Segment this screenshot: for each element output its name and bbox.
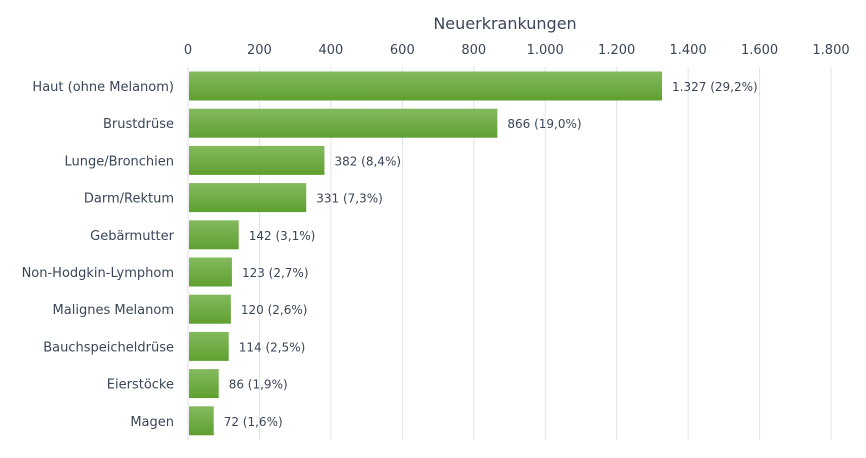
data-label: 86 (1,9%) [229, 378, 288, 392]
category-label: Gebärmutter [90, 229, 175, 244]
category-label: Brustdrüse [103, 117, 174, 132]
category-label: Eierstöcke [107, 378, 174, 393]
data-label: 866 (19,0%) [507, 117, 581, 131]
data-label: 331 (7,3%) [316, 192, 383, 206]
bar [189, 331, 229, 361]
x-tick-label: 0 [184, 43, 192, 58]
data-label: 1.327 (29,2%) [672, 80, 758, 94]
bar [189, 183, 307, 213]
x-tick-label: 200 [247, 43, 272, 58]
category-label: Lunge/Bronchien [64, 154, 174, 169]
bar [189, 406, 214, 436]
x-tick-label: 1.400 [670, 43, 707, 58]
bar [189, 257, 232, 287]
category-label: Darm/Rektum [84, 192, 174, 207]
bar [189, 108, 498, 138]
bar [189, 294, 231, 324]
category-label: Non-Hodgkin-Lymphom [22, 266, 174, 281]
x-tick-label: 800 [461, 43, 486, 58]
category-label: Haut (ohne Melanom) [32, 80, 174, 95]
category-label: Bauchspeicheldrüse [43, 340, 174, 355]
bar [189, 369, 219, 399]
data-label: 114 (2,5%) [239, 340, 306, 354]
axis-title: Neuerkrankungen [433, 14, 576, 33]
x-tick-label: 1.600 [741, 43, 778, 58]
x-tick-label: 1.000 [527, 43, 564, 58]
x-tick-label: 1.800 [812, 43, 849, 58]
data-label: 120 (2,6%) [241, 303, 308, 317]
x-tick-label: 400 [318, 43, 343, 58]
x-tick-label: 1.200 [598, 43, 635, 58]
x-tick-label: 600 [390, 43, 415, 58]
data-label: 142 (3,1%) [249, 229, 316, 243]
bar [189, 71, 663, 101]
data-label: 382 (8,4%) [334, 154, 401, 168]
bar [189, 220, 239, 250]
bar [189, 145, 325, 175]
category-label: Malignes Melanom [53, 303, 174, 318]
data-label: 123 (2,7%) [242, 266, 309, 280]
category-label: Magen [130, 415, 174, 430]
data-label: 72 (1,6%) [224, 415, 283, 429]
